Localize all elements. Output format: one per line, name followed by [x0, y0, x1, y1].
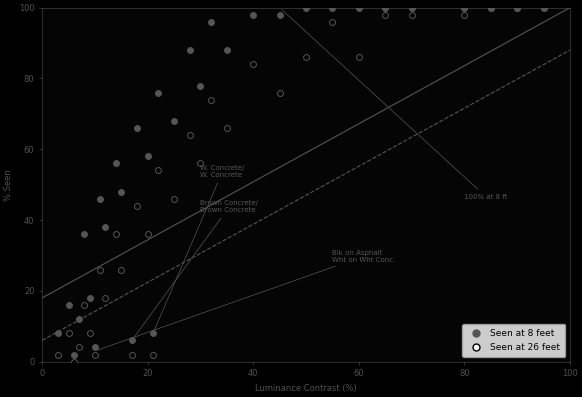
- Point: [69, 358, 79, 365]
- Point: [111, 231, 120, 237]
- Point: [101, 224, 110, 230]
- Point: [169, 118, 179, 124]
- Point: [513, 4, 522, 11]
- Point: [64, 330, 73, 337]
- Point: [148, 330, 158, 337]
- Point: [196, 160, 205, 167]
- Point: [222, 47, 232, 53]
- Point: [90, 351, 100, 358]
- Point: [64, 302, 73, 308]
- Point: [74, 316, 84, 322]
- Point: [460, 4, 469, 11]
- Point: [381, 4, 390, 11]
- Point: [154, 167, 163, 173]
- Point: [275, 89, 284, 96]
- Text: 100% at 8 ft: 100% at 8 ft: [282, 10, 508, 200]
- Point: [354, 54, 364, 60]
- Point: [301, 54, 311, 60]
- Point: [69, 351, 79, 358]
- Point: [85, 295, 94, 301]
- Point: [539, 4, 548, 11]
- Point: [249, 12, 258, 18]
- Point: [143, 153, 152, 160]
- Point: [54, 330, 63, 337]
- Point: [486, 4, 495, 11]
- Point: [222, 125, 232, 131]
- Point: [486, 4, 495, 11]
- X-axis label: Luminance Contrast (%): Luminance Contrast (%): [255, 384, 357, 393]
- Point: [328, 4, 337, 11]
- Point: [54, 351, 63, 358]
- Point: [85, 330, 94, 337]
- Text: Brown Concrete/
Brown Concrete: Brown Concrete/ Brown Concrete: [133, 200, 258, 338]
- Point: [154, 89, 163, 96]
- Text: W. Concrete/
W. Concrete: W. Concrete/ W. Concrete: [154, 165, 245, 331]
- Point: [101, 295, 110, 301]
- Point: [249, 61, 258, 67]
- Point: [328, 19, 337, 25]
- Point: [95, 266, 105, 273]
- Legend: Seen at 8 feet, Seen at 26 feet: Seen at 8 feet, Seen at 26 feet: [462, 324, 566, 357]
- Point: [111, 160, 120, 167]
- Point: [74, 344, 84, 351]
- Point: [127, 351, 137, 358]
- Text: Blk on Asphalt
Wht on Wht Conc.: Blk on Asphalt Wht on Wht Conc.: [98, 250, 396, 350]
- Point: [513, 4, 522, 11]
- Point: [148, 351, 158, 358]
- Point: [460, 12, 469, 18]
- Point: [116, 266, 126, 273]
- Point: [207, 96, 216, 103]
- Point: [90, 344, 100, 351]
- Point: [116, 189, 126, 195]
- Point: [133, 203, 142, 209]
- Point: [407, 12, 416, 18]
- Point: [275, 12, 284, 18]
- Point: [381, 12, 390, 18]
- Point: [143, 231, 152, 237]
- Point: [80, 231, 89, 237]
- Point: [185, 132, 194, 138]
- Point: [185, 47, 194, 53]
- Point: [354, 4, 364, 11]
- Y-axis label: % Seen: % Seen: [4, 169, 13, 200]
- Point: [207, 19, 216, 25]
- Point: [80, 302, 89, 308]
- Point: [95, 196, 105, 202]
- Point: [196, 82, 205, 89]
- Point: [301, 4, 311, 11]
- Point: [169, 196, 179, 202]
- Point: [407, 4, 416, 11]
- Point: [133, 125, 142, 131]
- Point: [127, 337, 137, 343]
- Point: [539, 4, 548, 11]
